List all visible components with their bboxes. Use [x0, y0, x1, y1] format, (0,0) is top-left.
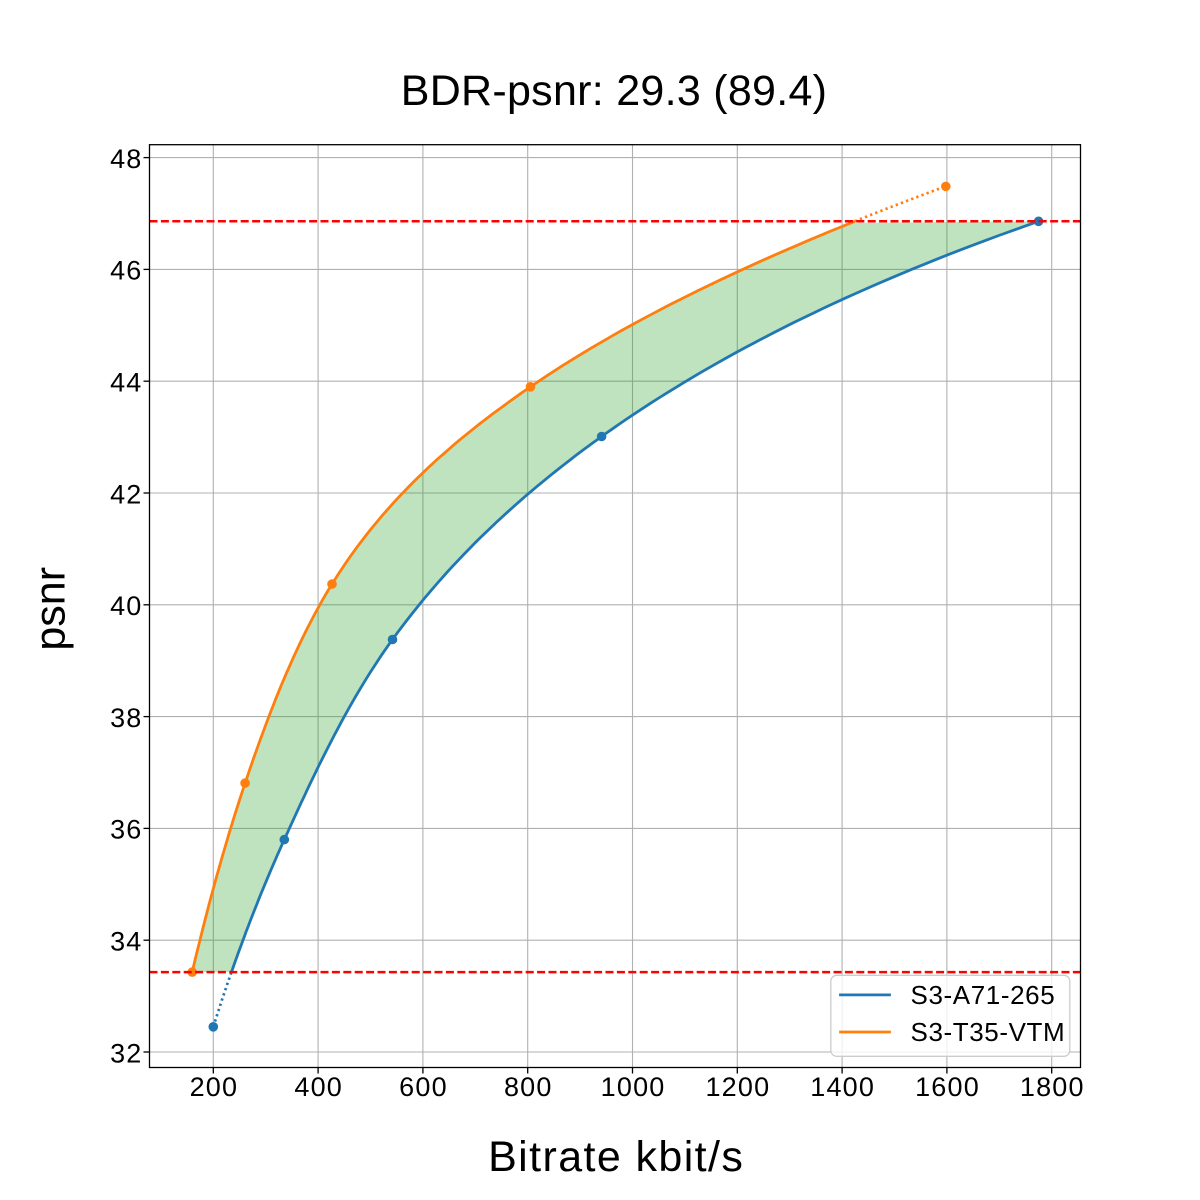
svg-text:1200: 1200 [705, 1072, 770, 1102]
svg-text:34: 34 [110, 927, 142, 957]
svg-text:44: 44 [110, 368, 142, 398]
svg-text:S3-A71-265: S3-A71-265 [911, 980, 1056, 1010]
svg-text:40: 40 [110, 591, 142, 621]
svg-text:BDR-psnr: 29.3 (89.4): BDR-psnr: 29.3 (89.4) [401, 67, 828, 115]
svg-text:1800: 1800 [1020, 1072, 1085, 1102]
svg-text:800: 800 [504, 1072, 553, 1102]
svg-text:S3-T35-VTM: S3-T35-VTM [911, 1017, 1066, 1047]
svg-text:1000: 1000 [601, 1072, 666, 1102]
svg-text:600: 600 [399, 1072, 448, 1102]
svg-text:46: 46 [110, 256, 142, 286]
svg-text:42: 42 [110, 479, 142, 509]
svg-text:38: 38 [110, 703, 142, 733]
svg-text:48: 48 [110, 144, 142, 174]
svg-text:psnr: psnr [27, 567, 75, 651]
svg-text:400: 400 [294, 1072, 343, 1102]
svg-text:1600: 1600 [915, 1072, 980, 1102]
svg-text:32: 32 [110, 1038, 142, 1068]
svg-text:36: 36 [110, 815, 142, 845]
svg-text:200: 200 [190, 1072, 239, 1102]
svg-text:Bitrate kbit/s: Bitrate kbit/s [488, 1133, 744, 1181]
svg-text:1400: 1400 [810, 1072, 875, 1102]
